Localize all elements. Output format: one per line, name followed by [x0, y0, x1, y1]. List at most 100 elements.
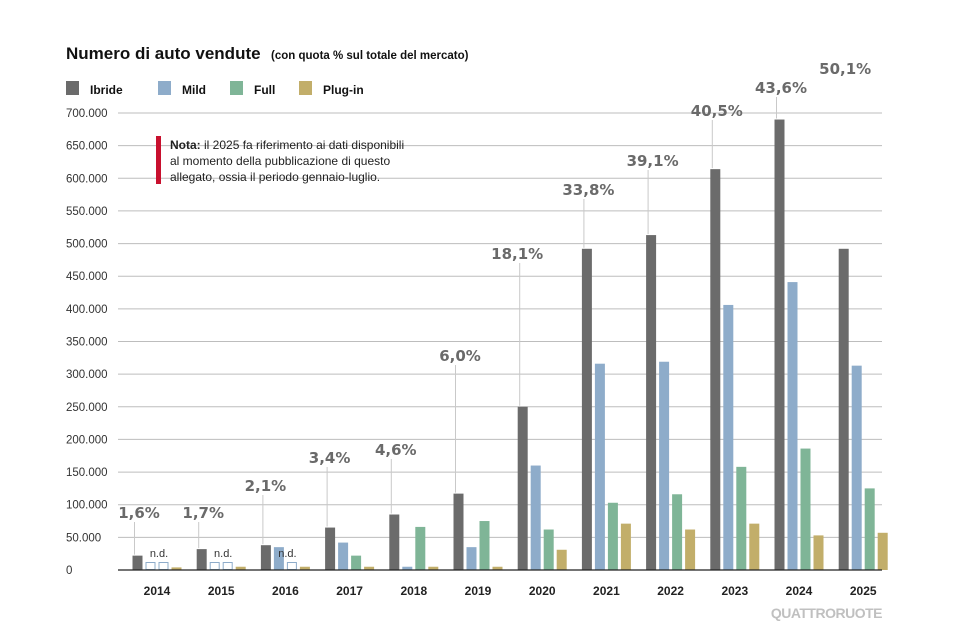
x-tick-label-2017: 2017 [336, 584, 363, 598]
chart-subtitle: (con quota % sul totale del mercato) [271, 50, 469, 62]
bar-plugin-2022 [685, 529, 696, 570]
y-tick-label: 50.000 [66, 532, 101, 544]
bar-mild-2025 [851, 365, 862, 570]
legend-swatch-plugin [299, 81, 312, 95]
chart-title: Numero di auto vendute (con quota % sul … [66, 44, 469, 63]
bar-full-2024 [800, 448, 811, 570]
bar-plugin-2020 [556, 549, 567, 570]
bar-ibride-2022 [646, 235, 657, 570]
bar-plugin-2015 [235, 566, 246, 570]
y-tick-label: 0 [66, 565, 72, 577]
grid [118, 112, 882, 538]
brand-logo: QUATTRORUOTE [771, 605, 882, 621]
legend-label-mild: Mild [182, 83, 206, 97]
bar-plugin-2018 [428, 566, 439, 570]
bar-mild-2019 [466, 547, 477, 570]
x-tick-label-2018: 2018 [400, 584, 427, 598]
bar-full-2020 [543, 529, 554, 570]
bar-plugin-2023 [749, 523, 760, 570]
x-tick-label-2024: 2024 [786, 584, 813, 598]
bar-ibride-2017 [325, 527, 336, 570]
bar-full-2023 [736, 466, 747, 570]
y-tick-label: 600.000 [66, 173, 108, 185]
chart-title-main: Numero di auto vendute [66, 44, 261, 63]
legend-label-full: Full [254, 83, 275, 97]
bar-plugin-2016 [299, 566, 310, 570]
y-tick-label: 650.000 [66, 141, 108, 153]
bar-mild-2021 [594, 363, 605, 570]
y-tick-label: 150.000 [66, 467, 108, 479]
na-label-2014: n.d. [150, 548, 168, 560]
legend: Ibride Mild Full Plug-in [66, 81, 364, 97]
bar-full-2025 [864, 488, 875, 570]
y-axis-ticks: 0 50.000 100.000 150.000 200.000 250.000 300.0… [66, 108, 108, 577]
y-tick-label: 250.000 [66, 402, 108, 414]
y-tick-label: 500.000 [66, 239, 108, 251]
bar-na-full-2014 [158, 562, 169, 570]
bar-mild-2024 [787, 282, 798, 570]
x-tick-label-2023: 2023 [721, 584, 748, 598]
pct-label-2015: 1,7% [182, 504, 224, 522]
x-tick-label-2022: 2022 [657, 584, 684, 598]
bar-full-2019 [479, 521, 490, 570]
note-line-1: Nota: il 2025 fa riferimento ai dati dis… [170, 138, 404, 152]
bar-full-2022 [672, 494, 683, 570]
bar-ibride-2024 [774, 119, 785, 571]
pct-label-2024: 43,6% [755, 79, 807, 97]
legend-label-plugin: Plug-in [323, 83, 364, 97]
pct-label-2016: 2,1% [245, 477, 287, 495]
bar-plugin-2021 [620, 523, 631, 570]
bar-ibride-2014 [132, 555, 143, 570]
bar-mild-2018 [402, 566, 413, 570]
bar-na-full-2016 [286, 562, 297, 570]
y-tick-label: 350.000 [66, 337, 108, 349]
x-axis-ticks: 2014 2015 2016 2017 2018 2019 2020 2021 2022 2023… [144, 584, 877, 598]
pct-label-2018: 4,6% [375, 441, 417, 459]
bar-plugin-2014 [171, 567, 182, 570]
bar-mild-2023 [723, 304, 734, 570]
pct-label-2017: 3,4% [309, 449, 351, 467]
bar-na-mild-2014 [145, 562, 156, 570]
pct-label-2019: 6,0% [439, 347, 481, 365]
bar-na-mild-2015 [209, 562, 220, 570]
legend-swatch-mild [158, 81, 171, 95]
x-tick-label-2025: 2025 [850, 584, 877, 598]
x-tick-label-2016: 2016 [272, 584, 299, 598]
y-tick-label: 100.000 [66, 500, 108, 512]
bar-ibride-2018 [389, 514, 400, 570]
bar-plugin-2017 [364, 566, 375, 570]
bar-na-full-2015 [222, 562, 233, 570]
legend-swatch-full [230, 81, 243, 95]
x-tick-label-2021: 2021 [593, 584, 620, 598]
bar-plugin-2019 [492, 566, 503, 570]
x-tick-label-2014: 2014 [144, 584, 171, 598]
pct-label-2014: 1,6% [118, 504, 160, 522]
bar-mild-2022 [659, 361, 670, 570]
y-tick-label: 200.000 [66, 434, 108, 446]
y-tick-label: 300.000 [66, 369, 108, 381]
legend-label-ibride: Ibride [90, 83, 123, 97]
x-tick-label-2020: 2020 [529, 584, 556, 598]
bar-ibride-2021 [581, 248, 592, 570]
y-tick-label: 700.000 [66, 108, 108, 120]
na-label-2016: n.d. [278, 548, 296, 560]
y-tick-label: 400.000 [66, 304, 108, 316]
bar-ibride-2019 [453, 493, 464, 570]
note-text-1: il 2025 fa riferimento ai dati disponibi… [204, 138, 404, 152]
bar-full-2017 [351, 555, 362, 570]
bar-plugin-2025 [877, 532, 888, 570]
x-tick-label-2015: 2015 [208, 584, 235, 598]
pct-label-2022: 39,1% [627, 152, 679, 170]
bar-mild-2017 [338, 542, 349, 570]
bar-ibride-2016 [260, 545, 271, 570]
bar-plugin-2024 [813, 535, 824, 570]
pct-label-2023: 40,5% [691, 102, 743, 120]
bar-ibride-2023 [710, 169, 721, 570]
bar-mild-2016 [273, 547, 284, 570]
note-line-2: al momento della pubblicazione di questo [170, 154, 390, 168]
bar-full-2021 [607, 502, 618, 570]
note-box: Nota: il 2025 fa riferimento ai dati dis… [156, 136, 404, 184]
note-line-3: allegato, ossia il periodo gennaio-lugli… [170, 170, 380, 184]
pct-label-2020: 18,1% [491, 245, 543, 263]
